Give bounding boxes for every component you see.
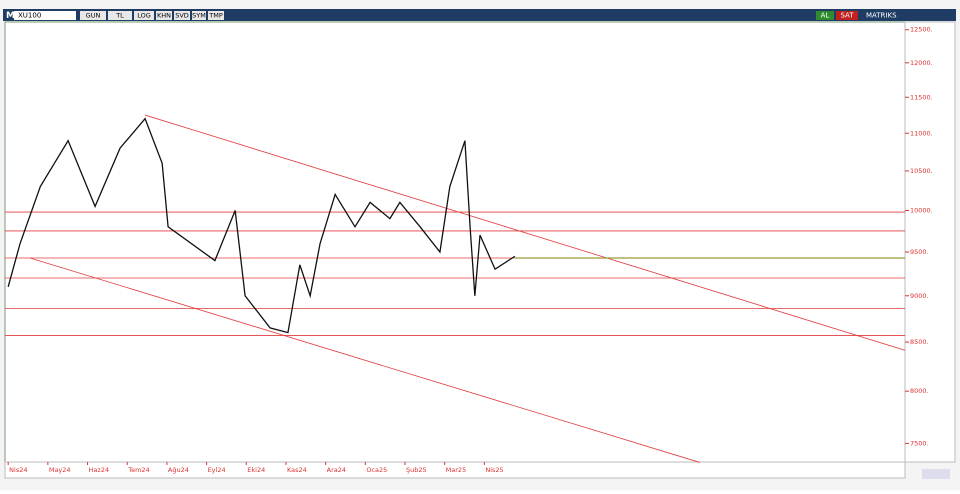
toolbar-button[interactable]	[192, 11, 206, 20]
y-tick-label: 12500.	[910, 26, 933, 34]
y-tick-label: 7500.	[910, 439, 929, 447]
buy-label[interactable]: AL	[821, 12, 830, 20]
toolbar-button[interactable]	[174, 11, 190, 20]
toolbar-button-label[interactable]: KHN	[157, 12, 171, 20]
scroll-buttons[interactable]	[922, 469, 950, 479]
x-axis-area	[4, 461, 906, 479]
toolbar-button[interactable]	[156, 11, 172, 20]
toolbar-button[interactable]	[108, 11, 132, 20]
x-tick-label: Mar25	[446, 466, 467, 474]
plot-area	[4, 21, 906, 463]
x-tick-label: Eki24	[247, 466, 265, 474]
y-tick-label: 9500.	[910, 248, 929, 256]
price-line	[7, 117, 516, 334]
y-tick-label: 10500.	[910, 167, 933, 175]
x-tick-label: Oca25	[366, 466, 387, 474]
x-tick-label: May24	[49, 466, 71, 474]
y-tick-label: 10000.	[910, 206, 933, 214]
toolbar-button-label[interactable]: SVD	[175, 12, 189, 20]
x-tick-label: Ağu24	[168, 466, 189, 474]
y-tick-label: 12000.	[910, 59, 933, 67]
y-tick-label: 8500.	[910, 338, 929, 346]
x-tick-label: Eyl24	[208, 466, 226, 474]
sell-button[interactable]	[836, 11, 858, 20]
toolbar	[3, 9, 956, 21]
trend-line	[29, 257, 700, 463]
y-tick-label: 11500.	[910, 93, 933, 101]
logo: M	[6, 11, 15, 21]
x-tick-label: Tem24	[127, 466, 149, 474]
y-tick-label: 11000.	[910, 129, 933, 137]
toolbar-button-label[interactable]: LOG	[137, 12, 151, 20]
toolbar-button-label[interactable]: SYM	[192, 12, 206, 20]
x-tick-label: Kas24	[287, 466, 307, 474]
toolbar-button-label[interactable]: TL	[115, 12, 124, 20]
x-tick-label: Nis24	[9, 466, 27, 474]
buy-button[interactable]	[816, 11, 834, 20]
x-tick-label: Ara24	[327, 466, 346, 474]
symbol-box[interactable]	[14, 11, 76, 20]
y-tick-label: 9000.	[910, 292, 929, 300]
sell-label[interactable]: SAT	[840, 12, 854, 20]
x-tick-label: Şub25	[406, 466, 427, 474]
x-tick-label: Haz24	[89, 466, 110, 474]
toolbar-button[interactable]	[208, 11, 224, 20]
toolbar-button-label[interactable]: TMP	[208, 12, 223, 20]
y-axis-area	[904, 21, 956, 463]
brand: MATRIKS	[866, 12, 897, 20]
trend-line	[144, 114, 906, 351]
y-tick-label: 8000.	[910, 387, 929, 395]
toolbar-button-label[interactable]: GUN	[86, 12, 101, 20]
symbol[interactable]: XU100	[18, 12, 41, 20]
toolbar-button[interactable]	[134, 11, 154, 20]
toolbar-button[interactable]	[80, 11, 106, 20]
x-tick-label: Nis25	[485, 466, 503, 474]
